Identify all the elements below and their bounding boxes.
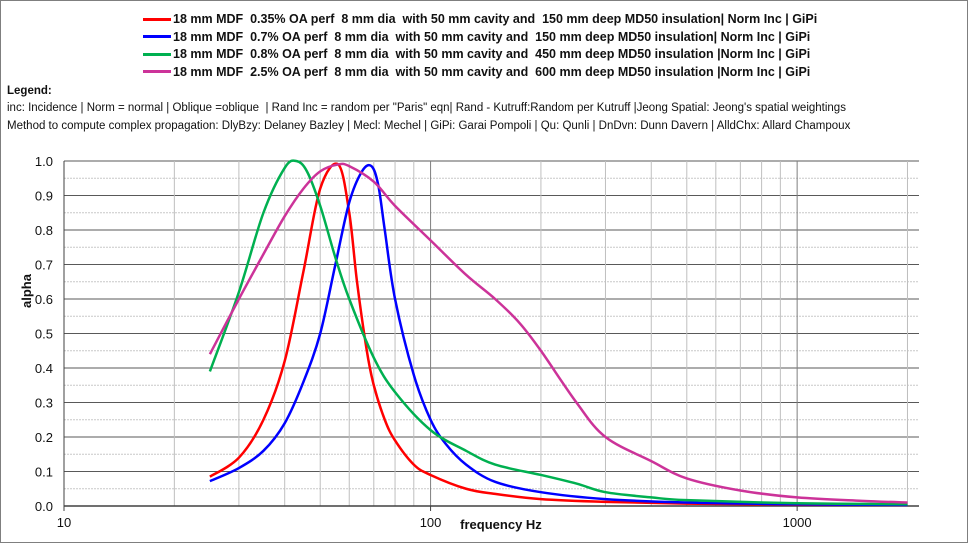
legend-notes-title: Legend: — [7, 85, 52, 97]
legend-entry: 18 mm MDF 0.35% OA perf 8 mm dia with 50… — [143, 12, 817, 26]
legend-label: 18 mm MDF 0.35% OA perf 8 mm dia with 50… — [173, 12, 818, 26]
legend-swatch — [143, 35, 171, 38]
y-tick-label: 0.0 — [35, 499, 53, 514]
series-line-2 — [209, 163, 908, 507]
y-tick-label: 0.5 — [35, 327, 53, 342]
series-line-3 — [208, 159, 908, 506]
x-tick-label: 100 — [420, 515, 442, 530]
legend-notes-line2: Method to compute complex propagation: D… — [7, 120, 851, 132]
legend-label: 18 mm MDF 0.8% OA perf 8 mm dia with 50 … — [173, 47, 811, 61]
y-tick-label: 1.0 — [35, 154, 53, 169]
legend-entry: 18 mm MDF 0.7% OA perf 8 mm dia with 50 … — [143, 30, 810, 44]
legend-label: 18 mm MDF 0.7% OA perf 8 mm dia with 50 … — [173, 29, 811, 44]
x-axis-title: frequency Hz — [460, 517, 542, 532]
legend-label: 18 mm MDF 2.5% OA perf 8 mm dia with 50 … — [173, 64, 811, 79]
x-tick-label: 1000 — [783, 515, 812, 530]
legend-swatch — [143, 52, 171, 56]
y-tick-label: 0.7 — [35, 258, 53, 273]
y-tick-label: 0.9 — [35, 189, 53, 204]
series-line-1 — [209, 162, 908, 507]
y-tick-label: 0.1 — [35, 465, 53, 480]
legend-notes-line1: inc: Incidence | Norm = normal | Oblique… — [7, 102, 846, 114]
x-tick-label: 10 — [57, 515, 71, 530]
legend-entry: 18 mm MDF 2.5% OA perf 8 mm dia with 50 … — [143, 65, 810, 79]
series-line-4 — [208, 162, 908, 504]
y-tick-label: 0.2 — [35, 430, 53, 445]
y-tick-label: 0.4 — [35, 361, 53, 376]
y-axis-title: alpha — [19, 273, 34, 308]
y-tick-label: 0.3 — [35, 396, 53, 411]
legend-swatch — [143, 70, 171, 73]
y-tick-label: 0.8 — [35, 223, 53, 238]
legend-entry: 18 mm MDF 0.8% OA perf 8 mm dia with 50 … — [143, 47, 810, 61]
y-tick-label: 0.6 — [35, 292, 53, 307]
legend-swatch — [143, 17, 171, 21]
